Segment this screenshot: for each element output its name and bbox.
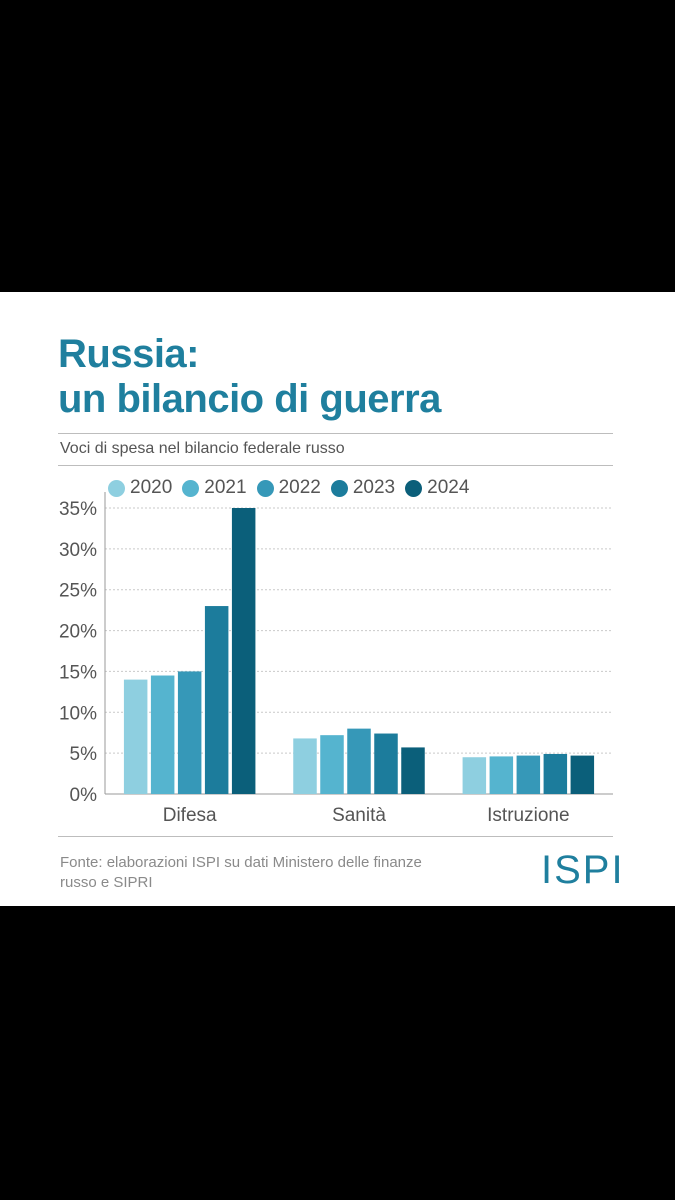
- x-category-label: Istruzione: [487, 805, 569, 826]
- y-tick-label: 15%: [59, 662, 97, 683]
- legend-item-2024: 2024: [405, 477, 469, 499]
- chart-card: [0, 292, 675, 906]
- chart-title-line-1: Russia:: [58, 332, 199, 376]
- source-line-2: russo e SIPRI: [60, 874, 153, 891]
- legend-label-2022: 2022: [278, 477, 321, 498]
- legend-item-2021: 2021: [182, 477, 247, 499]
- legend-label-2024: 2024: [427, 477, 470, 498]
- legend-swatch-2020: [108, 479, 125, 497]
- subtitle-divider: [58, 465, 613, 466]
- bar-istruzione-2022: [516, 755, 541, 794]
- bar-sanit-2022: [347, 728, 371, 794]
- legend-item-2022: 2022: [256, 477, 321, 499]
- source-note: Fonte: elaborazioni ISPI su dati Ministe…: [60, 853, 422, 893]
- x-category-label: Difesa: [163, 805, 217, 826]
- y-tick-label: 35%: [59, 499, 97, 520]
- legend-item-2020: 2020: [108, 477, 172, 499]
- legend-swatch-2023: [330, 479, 348, 497]
- legend-item-2023: 2023: [330, 477, 396, 499]
- y-tick-label: 5%: [70, 744, 98, 765]
- bar-sanit-2021: [320, 735, 344, 794]
- bar-istruzione-2023: [543, 753, 568, 794]
- y-tick-label: 25%: [59, 581, 97, 602]
- chart-legend: 2020 2021 2022 2023 2024: [108, 476, 479, 500]
- y-tick-label: 30%: [59, 540, 97, 561]
- bar-difesa-2024: [231, 508, 256, 794]
- source-line-1: Fonte: elaborazioni ISPI su dati Ministe…: [60, 854, 422, 871]
- legend-swatch-2022: [256, 479, 274, 497]
- footer-divider: [58, 836, 613, 837]
- chart-title-line-2: un bilancio di guerra: [58, 377, 441, 421]
- bar-sanit-2023: [374, 733, 398, 794]
- chart-title: Russia: un bilancio di guerra: [58, 332, 441, 422]
- legend-label-2020: 2020: [130, 477, 173, 498]
- x-category-label: Sanità: [332, 805, 386, 826]
- bar-difesa-2022: [177, 671, 202, 794]
- ispi-logo: ISPI: [541, 848, 625, 892]
- bar-istruzione-2024: [570, 755, 595, 794]
- bar-difesa-2020: [123, 679, 148, 794]
- y-tick-label: 10%: [59, 703, 97, 724]
- bar-sanit-2020: [293, 738, 317, 794]
- legend-swatch-2021: [182, 479, 200, 497]
- legend-label-2023: 2023: [352, 477, 396, 498]
- y-tick-label: 0%: [70, 785, 98, 806]
- bar-istruzione-2021: [489, 756, 514, 794]
- chart-subtitle: Voci di spesa nel bilancio federale russ…: [60, 440, 345, 457]
- legend-label-2021: 2021: [204, 477, 247, 498]
- legend-swatch-2024: [405, 479, 423, 497]
- bar-istruzione-2020: [462, 757, 487, 794]
- bar-sanit-2024: [401, 747, 425, 794]
- bar-difesa-2021: [150, 675, 175, 794]
- y-tick-label: 20%: [59, 622, 97, 643]
- bar-difesa-2023: [204, 606, 229, 794]
- title-divider: [58, 433, 613, 434]
